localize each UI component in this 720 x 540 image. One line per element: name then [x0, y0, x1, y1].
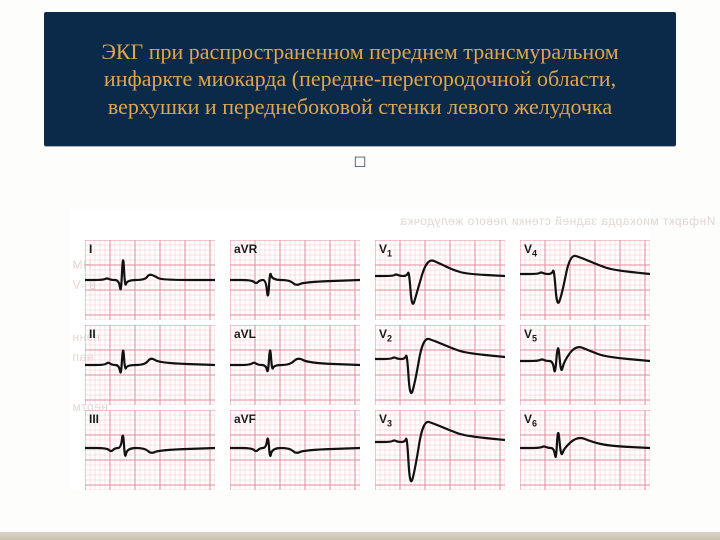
title-text: ЭКГ при распространенном переднем трансм… [58, 38, 662, 121]
lead-label: V1 [379, 242, 392, 258]
slide: ЭКГ при распространенном переднем трансм… [0, 0, 720, 540]
lead-label: V4 [524, 242, 537, 258]
lead-label: I [89, 242, 92, 256]
lead-label: V6 [524, 412, 537, 428]
ecg-lead-V2: V2 [375, 325, 505, 405]
ecg-lead-V1: V1 [375, 240, 505, 320]
ecg-lead-V3: V3 [375, 410, 505, 490]
ecg-lead-V4: V4 [520, 240, 650, 320]
lead-label: aVF [234, 412, 256, 426]
lead-label: V2 [379, 327, 392, 343]
lead-label: II [89, 327, 96, 341]
lead-label: aVL [234, 327, 256, 341]
lead-label: V3 [379, 412, 392, 428]
decorative-icon: ◻ [350, 152, 370, 172]
lead-label: III [89, 412, 99, 426]
slide-bottom-border [0, 532, 720, 540]
ecg-lead-V5: V5 [520, 325, 650, 405]
ecg-lead-II: II [85, 325, 215, 405]
ecg-lead-I: I [85, 240, 215, 320]
ecg-lead-aVR: aVR [230, 240, 360, 320]
figure-background-text: 8.1.2. Инфаркт миокарда задней стенки ле… [400, 214, 720, 228]
lead-label: aVR [234, 242, 257, 256]
ecg-lead-V6: V6 [520, 410, 650, 490]
ecg-lead-aVL: aVL [230, 325, 360, 405]
ecg-lead-aVF: aVF [230, 410, 360, 490]
title-box: ЭКГ при распространенном переднем трансм… [44, 12, 676, 146]
ecg-lead-III: III [85, 410, 215, 490]
lead-label: V5 [524, 327, 537, 343]
ecg-figure: 8.1.2. Инфаркт миокарда задней стенки ле… [70, 210, 650, 490]
